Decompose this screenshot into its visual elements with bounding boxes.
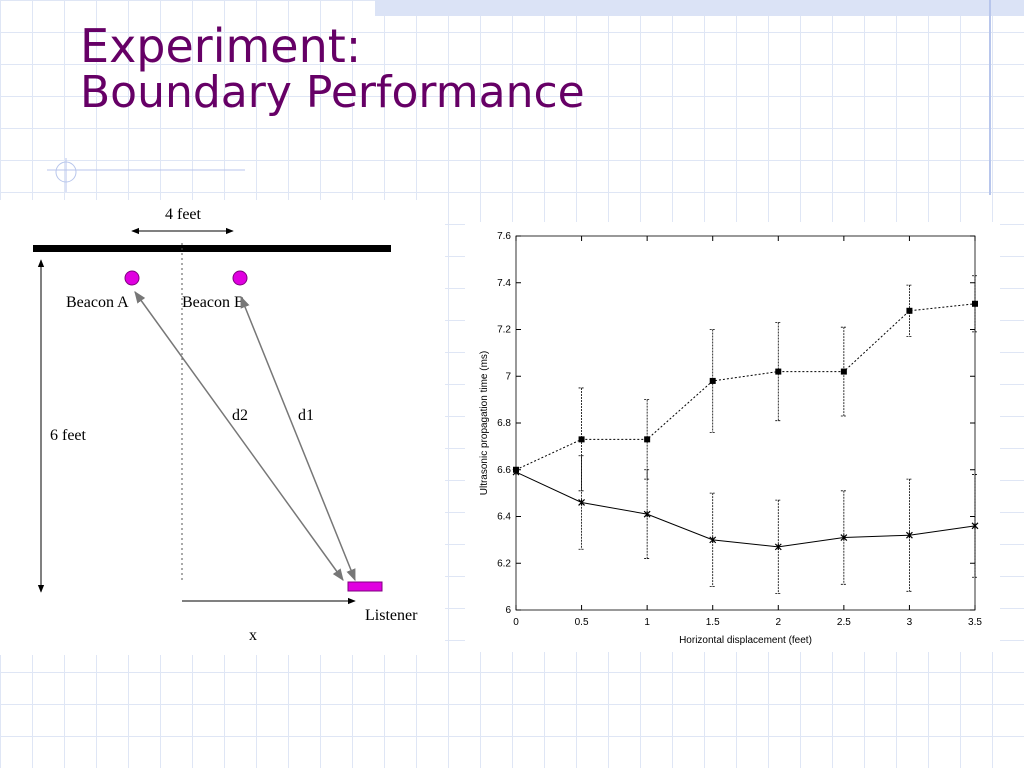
point xyxy=(840,368,847,375)
distance-label: d2 xyxy=(232,407,248,424)
point xyxy=(512,468,520,476)
y-tick-label: 6.6 xyxy=(497,465,511,476)
beacon xyxy=(232,270,248,286)
point xyxy=(644,436,651,443)
error-bar xyxy=(644,469,651,559)
y-tick-label: 7.2 xyxy=(497,325,511,336)
x-tick-label: 3 xyxy=(907,617,913,628)
subtitle: Boundary Performance xyxy=(80,67,585,119)
decor-line xyxy=(989,0,991,195)
title-block: Experiment: Boundary Performance xyxy=(80,22,585,116)
chart: 6 6.2 6.4 6.6 6.8 7 7.2 7.4 7.6 0 0.5 1 1.5 2 2.5 3 3.5 H… xyxy=(479,231,982,646)
chart-panel xyxy=(465,222,1000,652)
y-axis-label: Ultrasonic propagation time (ms) xyxy=(479,351,490,496)
point xyxy=(971,522,979,530)
point xyxy=(709,536,717,544)
x-tick-label: 1.5 xyxy=(706,617,720,628)
x-tick-label: 2 xyxy=(776,617,782,628)
point xyxy=(906,307,913,314)
y-tick-label: 6.8 xyxy=(497,418,511,429)
y-tick-label: 7.4 xyxy=(497,278,511,289)
series-line xyxy=(515,471,976,548)
dimension-label: 4 feet xyxy=(165,206,202,223)
x-tick-label: 2.5 xyxy=(837,617,851,628)
point xyxy=(709,377,716,384)
diagram: 4 feet Beacon A Beacon B 6 feet d2 d1 Li… xyxy=(33,206,418,644)
y-tick-label: 6 xyxy=(505,605,511,616)
dimension-label: 6 feet xyxy=(50,427,87,444)
displacement-label: x xyxy=(249,627,257,644)
beacon xyxy=(124,270,140,286)
top-band xyxy=(375,0,1024,16)
y-tick-label: 7 xyxy=(505,371,511,382)
point xyxy=(578,499,585,506)
x-tick-label: 3.5 xyxy=(968,617,982,628)
point xyxy=(906,531,913,539)
x-tick-label: 0 xyxy=(513,617,519,628)
y-tick-label: 6.2 xyxy=(497,558,511,569)
x-tick-label: 1 xyxy=(644,617,650,628)
error-bar xyxy=(906,478,913,592)
wall xyxy=(33,245,391,252)
error-bar xyxy=(840,326,847,417)
distance-arrow xyxy=(240,295,356,582)
point xyxy=(972,300,978,307)
point xyxy=(643,510,651,518)
distance-label: d1 xyxy=(298,407,314,424)
x-axis-label: Horizontal displacement (feet) xyxy=(679,635,812,646)
title: Experiment: xyxy=(80,19,362,73)
y-tick-label: 6.4 xyxy=(497,512,511,523)
point xyxy=(774,543,782,551)
point xyxy=(775,368,782,375)
x-tick-label: 0.5 xyxy=(575,617,589,628)
beacon-label: Beacon B xyxy=(182,294,245,311)
listener xyxy=(347,581,383,592)
listener-label: Listener xyxy=(365,607,418,624)
beacon-label: Beacon A xyxy=(66,294,129,311)
point xyxy=(840,534,848,541)
y-tick-label: 7.6 xyxy=(497,231,511,242)
point xyxy=(578,436,585,443)
